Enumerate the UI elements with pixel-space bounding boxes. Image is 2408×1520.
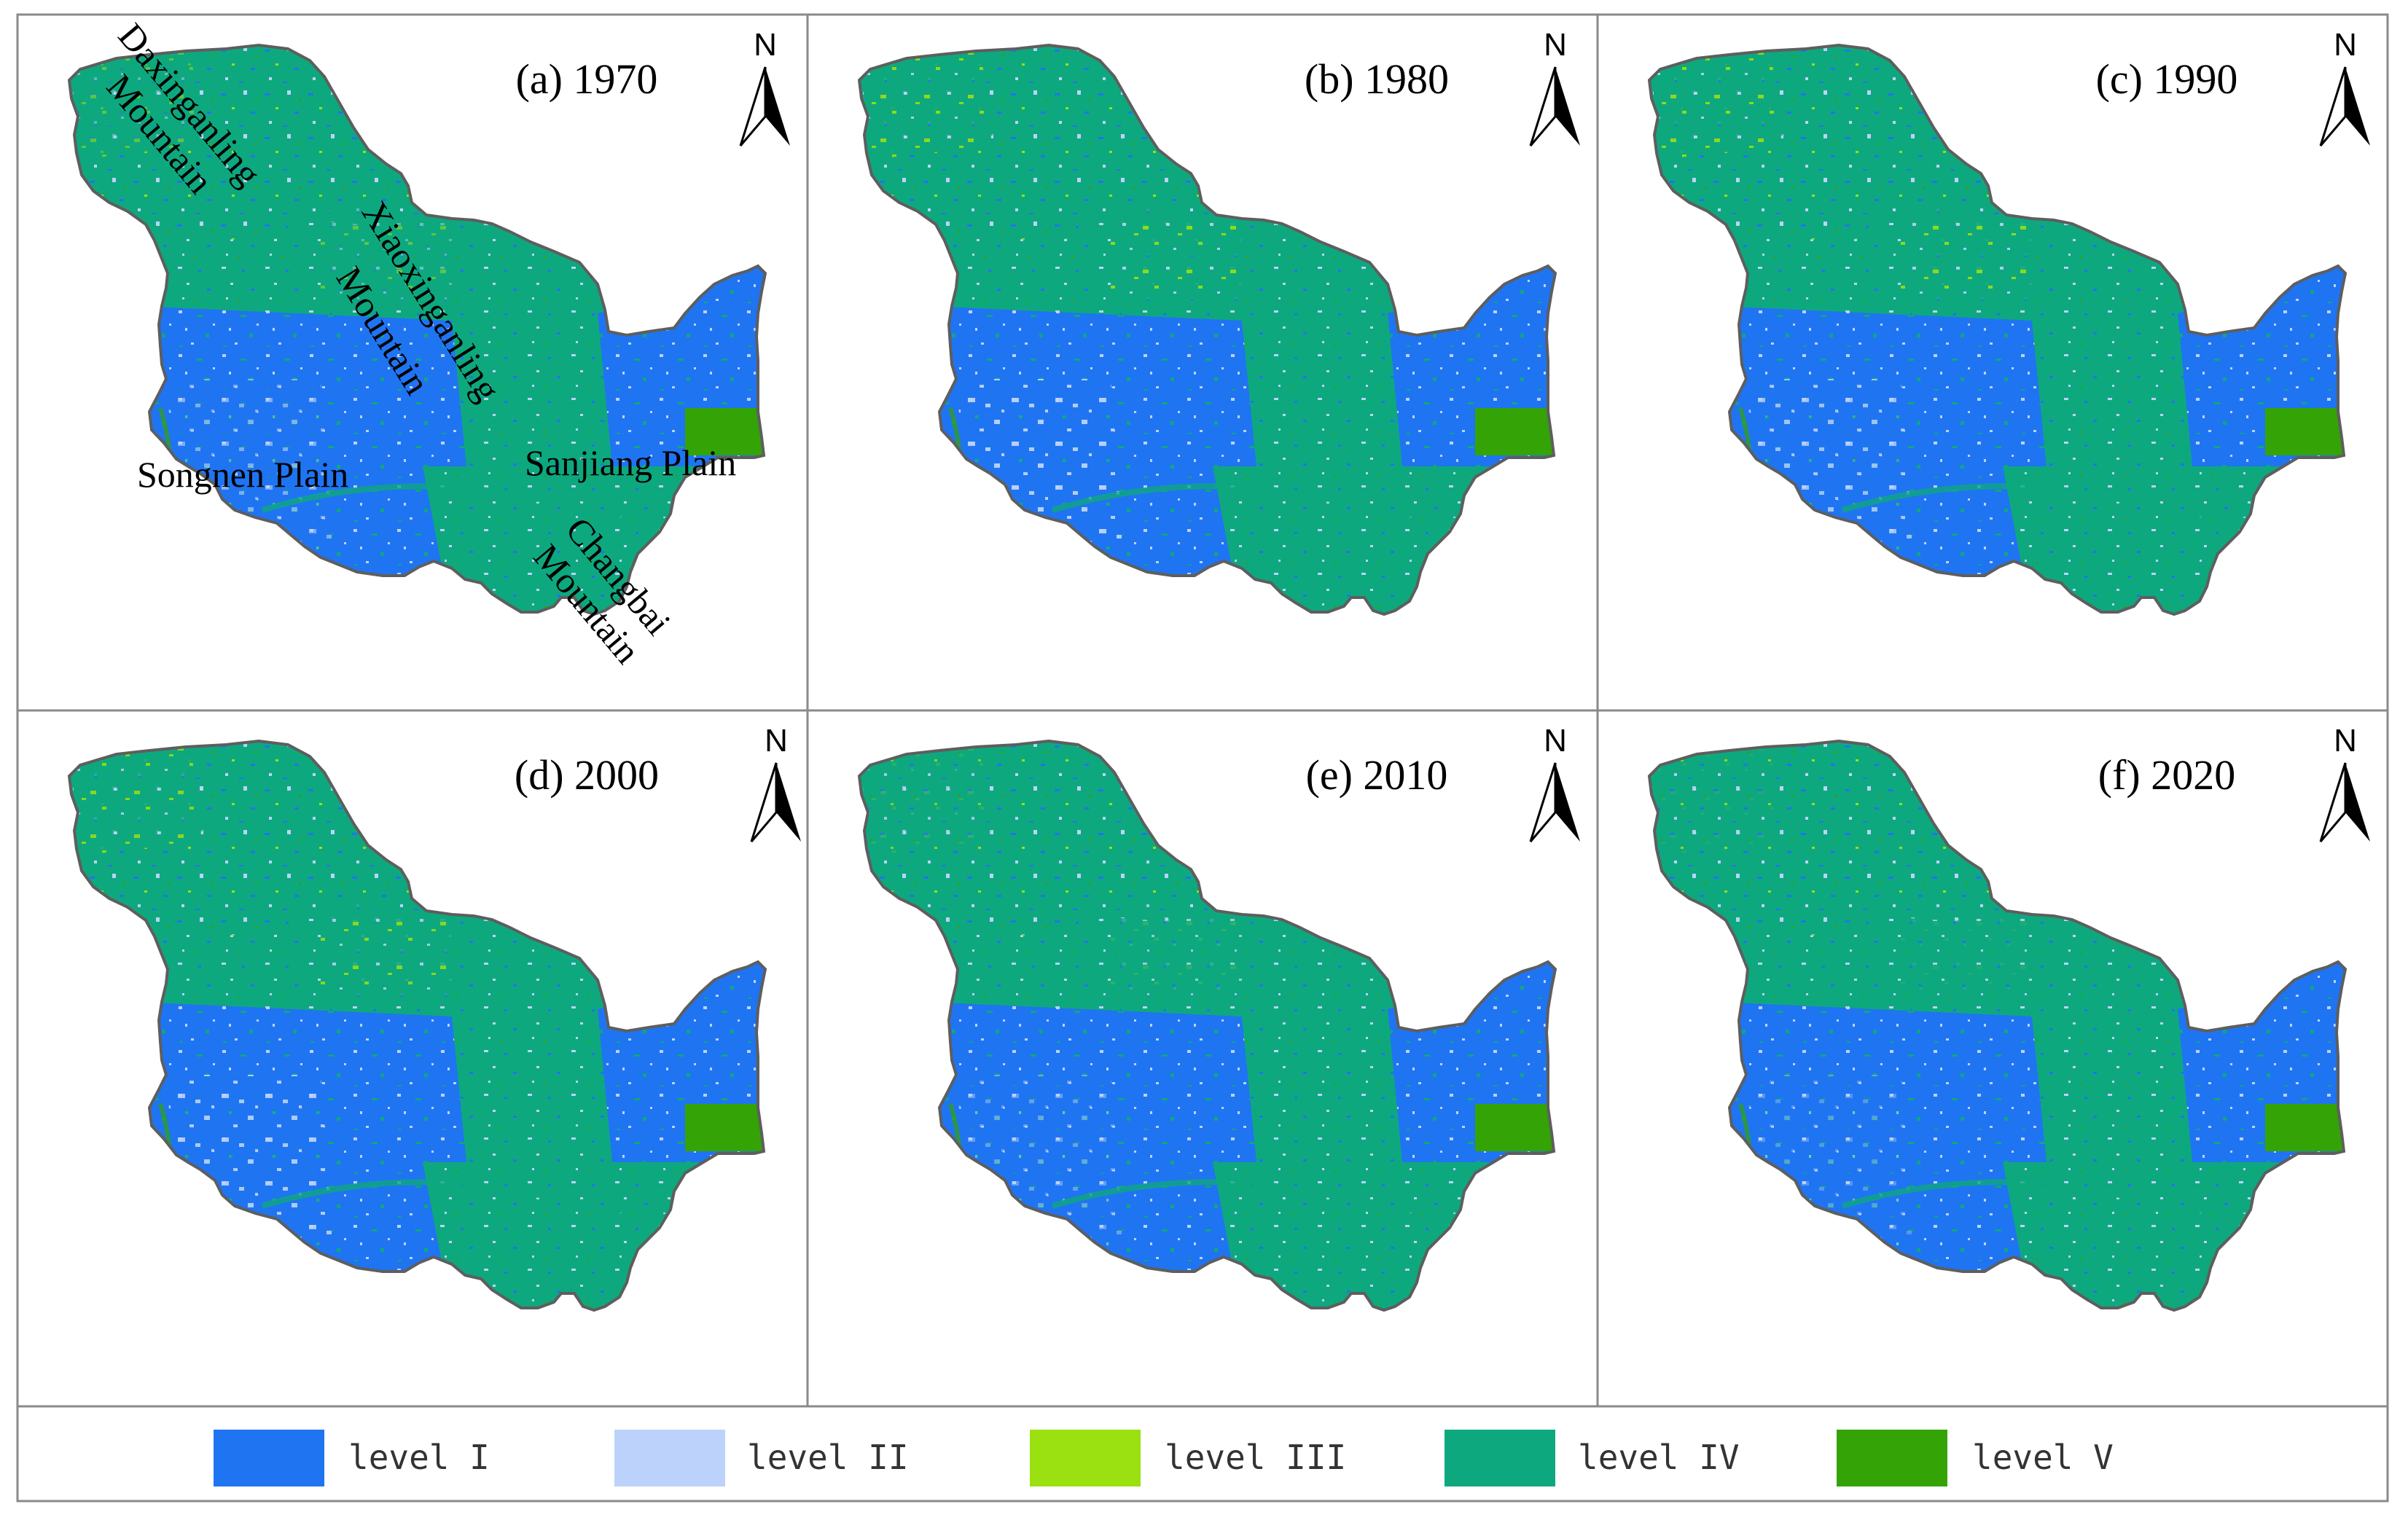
- panel-title: (b) 1980: [1305, 55, 1449, 103]
- province-map: [1648, 44, 2347, 616]
- panel-title: (d) 2000: [515, 751, 659, 799]
- legend-item-level-5: level V: [1837, 1430, 2114, 1486]
- north-arrow-icon: N: [2319, 723, 2370, 842]
- map-panel-c: (c) 1990 N: [1648, 27, 2370, 616]
- svg-text:N: N: [2334, 27, 2357, 63]
- legend-label: level IV: [1578, 1438, 1740, 1477]
- map-panels: (a) 1970 N Daxinganling Mountain Xiaoxin…: [68, 15, 2370, 1312]
- panel-title: (c) 1990: [2096, 55, 2238, 103]
- map-panel-d: (d) 2000 N: [68, 723, 801, 1312]
- map-panel-e: (e) 2010 N: [858, 723, 1580, 1312]
- north-arrow-icon: N: [739, 27, 790, 146]
- province-map: [858, 740, 1557, 1312]
- legend-label: level V: [1972, 1438, 2114, 1477]
- legend: level I level II level III level IV leve…: [214, 1430, 2114, 1486]
- legend-swatch: [1837, 1430, 1947, 1486]
- legend-label: level I: [348, 1438, 490, 1477]
- svg-text:N: N: [2334, 723, 2357, 759]
- province-map: [68, 740, 767, 1312]
- region-label-sanjiang-plain: Sanjiang Plain: [525, 442, 736, 483]
- legend-swatch: [1030, 1430, 1141, 1486]
- north-arrow-icon: N: [1529, 723, 1580, 842]
- panel-title: (e) 2010: [1306, 751, 1448, 799]
- legend-item-level-4: level IV: [1445, 1430, 1740, 1486]
- panel-title: (f) 2020: [2098, 751, 2235, 799]
- legend-swatch: [1445, 1430, 1555, 1486]
- north-arrow-icon: N: [2319, 27, 2370, 146]
- legend-label: level III: [1165, 1438, 1346, 1477]
- legend-item-level-2: level II: [614, 1430, 909, 1486]
- map-panel-b: (b) 1980 N: [858, 27, 1580, 616]
- legend-label: level II: [747, 1438, 909, 1477]
- legend-item-level-3: level III: [1030, 1430, 1346, 1486]
- svg-text:N: N: [765, 723, 788, 759]
- svg-text:N: N: [1544, 723, 1567, 759]
- north-arrow-icon: N: [1529, 27, 1580, 146]
- legend-swatch: [614, 1430, 725, 1486]
- svg-text:N: N: [754, 27, 777, 63]
- map-panel-a: (a) 1970 N Daxinganling Mountain Xiaoxin…: [68, 15, 790, 671]
- figure-frame: [16, 13, 2389, 1503]
- north-arrow-icon: N: [750, 723, 801, 842]
- legend-swatch: [214, 1430, 324, 1486]
- legend-item-level-1: level I: [214, 1430, 490, 1486]
- province-map: [858, 44, 1557, 616]
- map-panel-f: (f) 2020 N: [1648, 723, 2370, 1312]
- panel-title: (a) 1970: [516, 55, 658, 103]
- svg-text:N: N: [1544, 27, 1567, 63]
- region-label-songnen-plain: Songnen Plain: [137, 454, 348, 495]
- province-map: [1648, 740, 2347, 1312]
